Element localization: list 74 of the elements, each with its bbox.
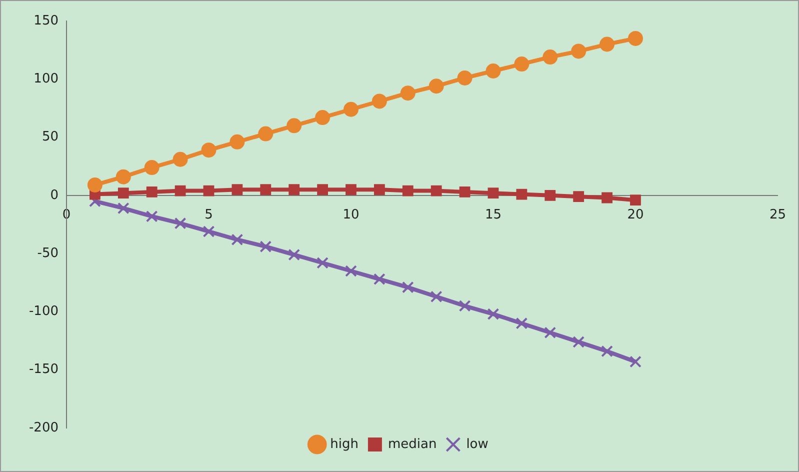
point [630, 194, 641, 206]
point [260, 240, 272, 253]
point [203, 185, 214, 196]
point [372, 94, 387, 109]
y-tick-label: -200 [28, 420, 59, 436]
point [202, 226, 215, 238]
legend-label: median [388, 436, 437, 452]
y-tick-label: -100 [28, 304, 59, 320]
point [315, 110, 330, 126]
point [172, 152, 188, 167]
point [487, 308, 500, 320]
point [628, 30, 643, 46]
point [373, 273, 386, 286]
point [402, 185, 414, 196]
x-tick-label: 5 [204, 208, 213, 223]
point [146, 210, 158, 222]
y-tick-label: 0 [50, 188, 59, 203]
point [345, 265, 357, 277]
point [286, 118, 302, 134]
point [572, 336, 585, 348]
point [230, 134, 245, 150]
point [573, 191, 584, 202]
point [514, 56, 530, 72]
point [400, 86, 416, 101]
y-tick-label: 100 [34, 72, 59, 87]
point [144, 160, 160, 176]
point [601, 345, 613, 358]
y-tick-label: -150 [28, 362, 59, 378]
legend-label: low [466, 436, 489, 452]
point [288, 184, 300, 196]
point [544, 190, 556, 201]
point [174, 185, 186, 196]
point [117, 202, 130, 214]
point [486, 64, 501, 79]
point [258, 126, 274, 142]
point [343, 102, 358, 117]
point [458, 300, 471, 312]
y-tick-label: 50 [42, 130, 59, 145]
y-tick-label: 150 [34, 13, 59, 28]
point [600, 36, 615, 52]
point [457, 70, 472, 86]
point [488, 188, 499, 199]
point [544, 326, 556, 339]
point [316, 256, 328, 269]
point [232, 184, 243, 196]
point [630, 356, 642, 368]
legend-label: high [330, 436, 358, 452]
point [288, 248, 300, 261]
x-tick-label: 15 [484, 208, 502, 223]
point [402, 281, 414, 294]
point [174, 217, 186, 230]
point [116, 169, 131, 184]
point [231, 234, 244, 246]
point [430, 185, 442, 196]
point [374, 184, 385, 196]
y-tick-label: -50 [37, 246, 59, 261]
point [87, 177, 102, 192]
point [118, 188, 129, 199]
x-tick-label: 20 [627, 208, 644, 223]
point [430, 290, 442, 303]
point [542, 50, 558, 65]
point [146, 186, 158, 198]
point [602, 192, 612, 204]
point [428, 78, 444, 94]
x-tick-label: 10 [342, 208, 360, 223]
point [317, 184, 328, 196]
x-tick-label: 25 [769, 208, 786, 223]
point [346, 184, 356, 196]
point [260, 184, 272, 196]
point [516, 188, 528, 200]
point [516, 317, 528, 330]
point [571, 44, 586, 59]
point [201, 142, 216, 158]
point [459, 186, 470, 198]
